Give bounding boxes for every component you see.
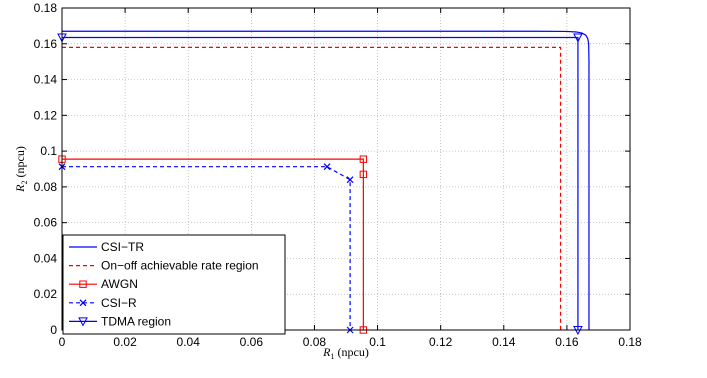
- legend-box: [62, 234, 286, 335]
- tdma-marker: [573, 33, 583, 43]
- csi-r-marker-stroke: [79, 299, 87, 307]
- x-axis-unit: (npcu): [335, 345, 369, 359]
- csi-r-marker: [346, 176, 354, 184]
- x-tick-label: 0.1: [369, 335, 386, 349]
- legend-label: CSI−R: [101, 296, 137, 310]
- y-tick-label: 0.1: [40, 144, 57, 158]
- ticks: 0 0.02 0.04 0.06 0.08 0.1 0.12 0.14 0.16 0.18 0 0.0…: [34, 1, 642, 349]
- awgn-marker: [359, 155, 368, 163]
- y-tick-label: 0.08: [34, 180, 58, 194]
- y-tick-label: 0.12: [34, 108, 58, 122]
- legend-entry: On−off achievable rate region: [69, 259, 259, 273]
- legend-label: On−off achievable rate region: [101, 259, 259, 273]
- legend-entry: TDMA region: [69, 314, 171, 328]
- x-axis-sub: 1: [331, 352, 335, 361]
- legend: CSI−TR On−off achievable rate region AWGN C…: [62, 234, 286, 335]
- csi-r-marker-stroke: [323, 163, 331, 171]
- x-axis-var: R: [322, 345, 331, 359]
- x-axis-label: R1 (npcu): [322, 345, 369, 361]
- awgn-marker: [359, 170, 368, 179]
- y-tick-label: 0.04: [34, 251, 58, 265]
- x-tick-label: 0: [59, 335, 66, 349]
- y-axis-sub: 2: [20, 180, 29, 184]
- x-tick-label: 0.02: [113, 335, 137, 349]
- x-tick-label: 0.12: [429, 335, 453, 349]
- series-line: [62, 46, 562, 330]
- awgn-marker: [79, 280, 87, 288]
- x-tick-label: 0.18: [618, 335, 642, 349]
- y-tick-label: 0.18: [34, 1, 58, 15]
- x-tick-label: 0.06: [240, 335, 264, 349]
- series-line: [62, 36, 579, 330]
- series-0: [62, 30, 590, 330]
- legend-label: AWGN: [101, 277, 138, 291]
- csi-r-marker: [323, 163, 331, 171]
- legend-entry: CSI−R: [69, 296, 137, 310]
- csi-r-marker-stroke: [346, 176, 354, 184]
- series-line: [62, 166, 351, 330]
- x-tick-label: 0.04: [177, 335, 201, 349]
- x-tick-label: 0.08: [303, 335, 327, 349]
- legend-entry: CSI−TR: [69, 240, 144, 254]
- y-axis-label: R2 (npcu): [13, 146, 29, 193]
- y-tick-label: 0.06: [34, 216, 58, 230]
- y-tick-label: 0.02: [34, 287, 58, 301]
- y-tick-label: 0: [50, 323, 57, 337]
- series-line: [62, 158, 364, 330]
- csi-r-marker: [79, 299, 87, 307]
- series-line: [62, 30, 590, 330]
- legend-label: CSI−TR: [101, 240, 144, 254]
- y-axis-unit: (npcu): [13, 146, 27, 180]
- tdma-marker: [78, 317, 88, 327]
- y-axis-var: R: [13, 184, 27, 193]
- plot-frame: [61, 7, 631, 331]
- legend-entry: AWGN: [69, 277, 138, 291]
- x-tick-label: 0.16: [555, 335, 579, 349]
- series-1: [62, 46, 562, 330]
- y-tick-label: 0.16: [34, 37, 58, 51]
- legend-label: TDMA region: [101, 314, 171, 328]
- y-tick-label: 0.14: [34, 73, 58, 87]
- x-tick-label: 0.14: [492, 335, 516, 349]
